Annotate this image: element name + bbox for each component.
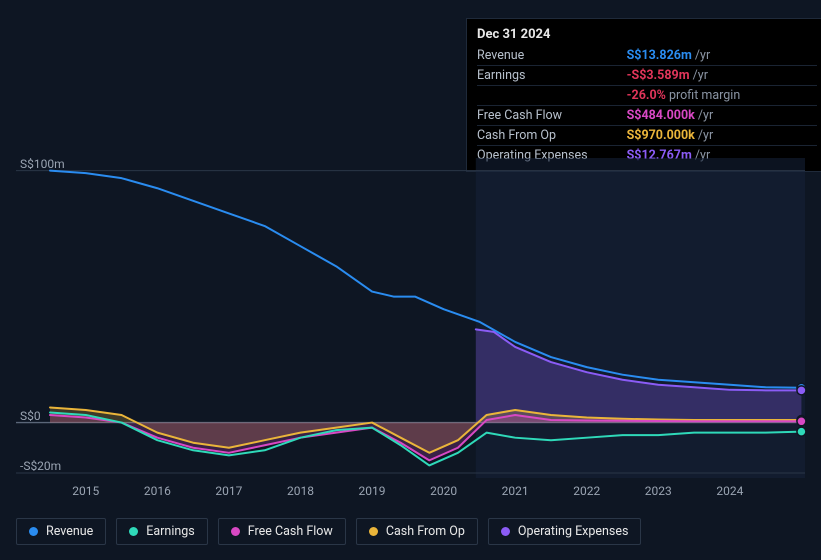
x-axis-label: 2016 bbox=[144, 484, 171, 498]
financials-chart[interactable] bbox=[16, 158, 805, 498]
tooltip-panel: Dec 31 2024 RevenueS$13.826m /yrEarnings… bbox=[466, 18, 821, 172]
y-axis-label: S$0 bbox=[20, 409, 41, 423]
x-axis-label: 2017 bbox=[215, 484, 242, 498]
x-axis-label: 2023 bbox=[645, 484, 672, 498]
legend: Revenue Earnings Free Cash Flow Cash From O… bbox=[16, 518, 641, 545]
tooltip-key: Free Cash Flow bbox=[477, 106, 627, 126]
x-axis-label: 2020 bbox=[430, 484, 457, 498]
x-axis-label: 2015 bbox=[72, 484, 99, 498]
tooltip-value: -26.0% profit margin bbox=[627, 86, 817, 106]
legend-label: Cash From Op bbox=[386, 524, 465, 539]
tooltip-row: Free Cash FlowS$484.000k /yr bbox=[477, 106, 817, 126]
x-axis-label: 2018 bbox=[287, 484, 314, 498]
x-axis-label: 2022 bbox=[573, 484, 600, 498]
legend-dot-icon bbox=[369, 527, 378, 536]
legend-item-cash_op[interactable]: Cash From Op bbox=[356, 518, 478, 545]
tooltip-key: Cash From Op bbox=[477, 126, 627, 146]
legend-label: Free Cash Flow bbox=[248, 524, 333, 539]
tooltip-value: S$484.000k /yr bbox=[627, 106, 817, 126]
legend-dot-icon bbox=[129, 527, 138, 536]
tooltip-key bbox=[477, 86, 627, 106]
legend-item-revenue[interactable]: Revenue bbox=[16, 518, 106, 545]
legend-label: Earnings bbox=[146, 524, 194, 539]
tooltip-row: RevenueS$13.826m /yr bbox=[477, 46, 817, 66]
tooltip-value: -S$3.589m /yr bbox=[627, 66, 817, 86]
tooltip-key: Earnings bbox=[477, 66, 627, 86]
legend-item-fcf[interactable]: Free Cash Flow bbox=[218, 518, 346, 545]
tooltip-value: S$970.000k /yr bbox=[627, 126, 817, 146]
tooltip-row: Cash From OpS$970.000k /yr bbox=[477, 126, 817, 146]
legend-label: Revenue bbox=[46, 524, 93, 539]
legend-dot-icon bbox=[231, 527, 240, 536]
legend-dot-icon bbox=[501, 527, 510, 536]
y-axis-label: -S$20m bbox=[20, 459, 61, 473]
tooltip-row: Earnings-S$3.589m /yr bbox=[477, 66, 817, 86]
tooltip-key: Revenue bbox=[477, 46, 627, 66]
x-axis-label: 2024 bbox=[716, 484, 743, 498]
x-axis-label: 2019 bbox=[359, 484, 386, 498]
tooltip-row: -26.0% profit margin bbox=[477, 86, 817, 106]
tooltip-value: S$13.826m /yr bbox=[627, 46, 817, 66]
legend-label: Operating Expenses bbox=[518, 524, 629, 539]
legend-item-earnings[interactable]: Earnings bbox=[116, 518, 207, 545]
legend-item-op_exp[interactable]: Operating Expenses bbox=[488, 518, 642, 545]
y-axis-label: S$100m bbox=[20, 157, 65, 171]
x-axis-label: 2021 bbox=[502, 484, 529, 498]
tooltip-date: Dec 31 2024 bbox=[477, 27, 817, 42]
legend-dot-icon bbox=[29, 527, 38, 536]
tooltip-table: RevenueS$13.826m /yrEarnings-S$3.589m /y… bbox=[477, 46, 817, 165]
